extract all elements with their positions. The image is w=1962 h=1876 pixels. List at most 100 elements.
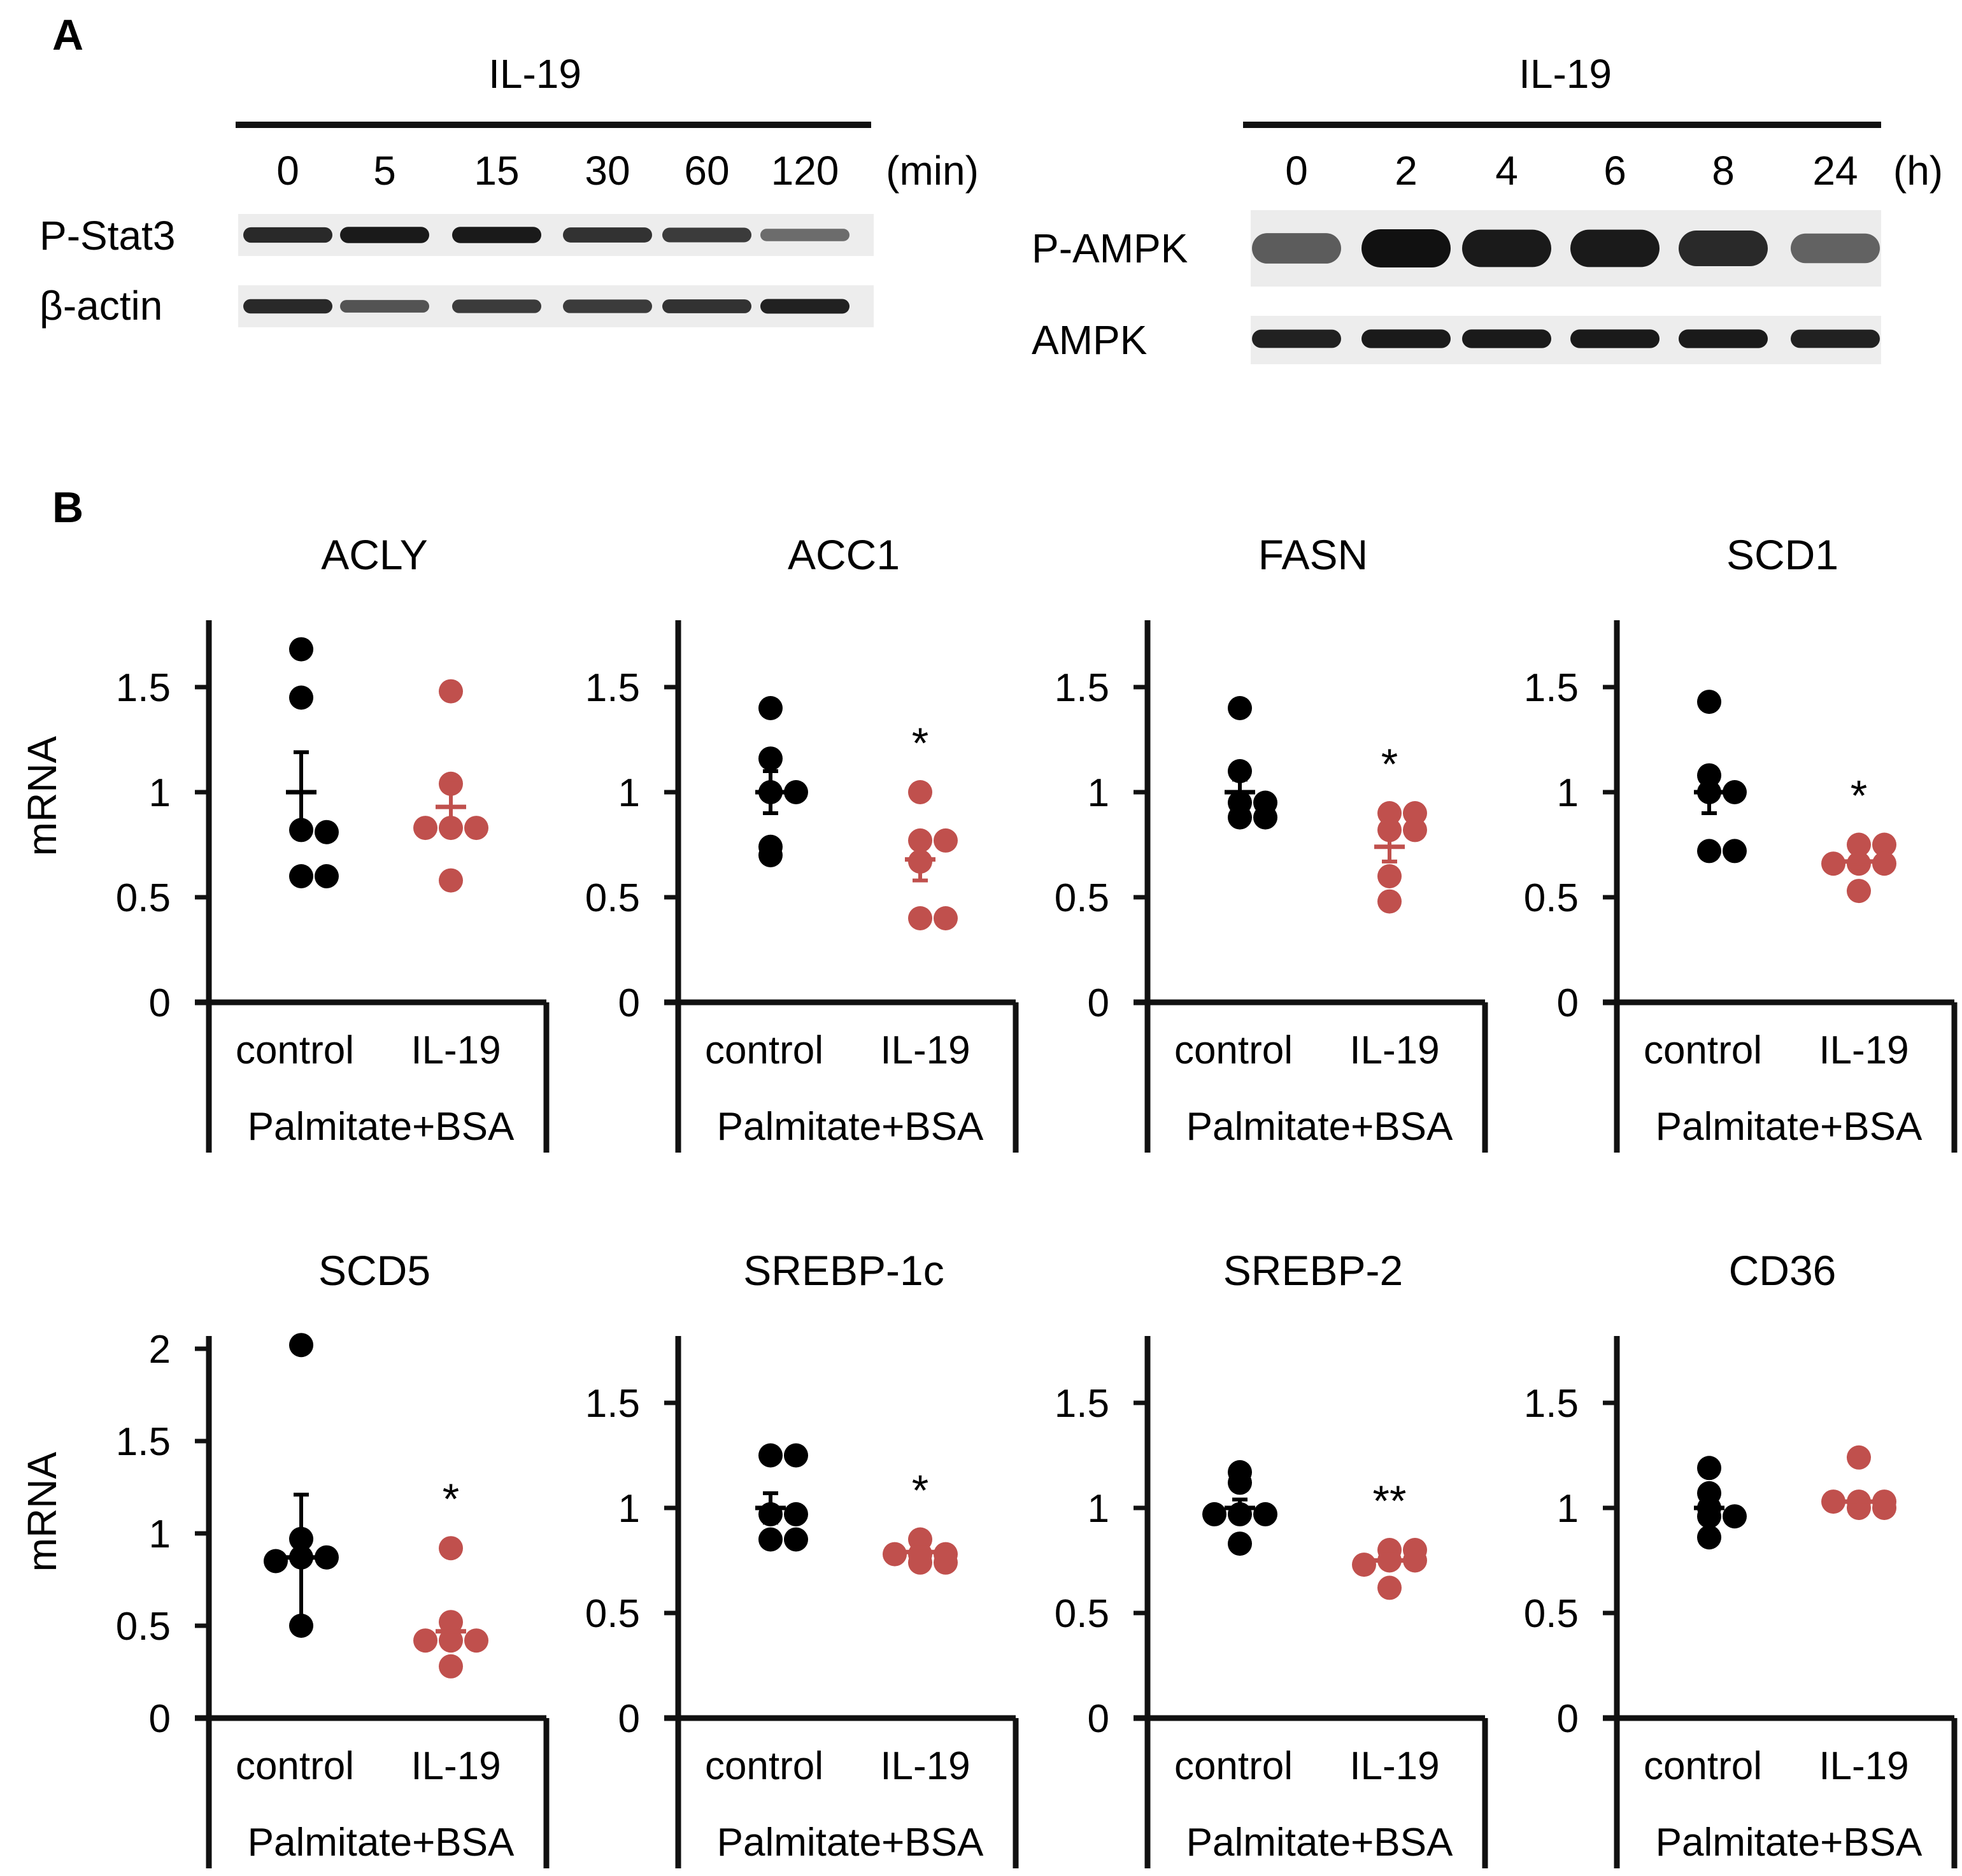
control-data-point [1202, 1502, 1226, 1526]
blot-band [1462, 329, 1551, 348]
y-tick-label: 0.5 [585, 1592, 640, 1636]
il19-data-point [1847, 879, 1871, 904]
chart-title: SREBP-2 [1223, 1247, 1403, 1294]
il19-data-point [1377, 864, 1402, 888]
right-blot-treatment-label: IL-19 [1519, 51, 1612, 97]
blot-band [760, 299, 849, 314]
chart-title: ACLY [321, 531, 428, 578]
timepoint-label: 120 [771, 148, 839, 194]
chart-panel: SCD5 0 0.5 1 1.5 2 control IL-19 Palmitate+BSA * [116, 1247, 550, 1868]
y-tick-label: 0.5 [585, 876, 640, 920]
il19-data-point [1352, 1553, 1376, 1577]
control-data-point [1697, 690, 1721, 714]
y-tick-label: 0.5 [1524, 1592, 1579, 1636]
condition-label: Palmitate+BSA [717, 1105, 984, 1149]
y-tick-label: 0.5 [1055, 1592, 1109, 1636]
control-data-point [758, 696, 783, 720]
blot-band [1361, 329, 1451, 348]
blot-band [760, 229, 849, 241]
timepoint-label: 8 [1712, 148, 1735, 194]
control-data-point [315, 1545, 339, 1570]
significance-marker: * [1381, 740, 1398, 788]
il19-data-point [1821, 851, 1845, 876]
control-data-point [289, 864, 313, 888]
group-label-il19: IL-19 [411, 1744, 501, 1788]
condition-label: Palmitate+BSA [248, 1821, 515, 1865]
il19-data-point [1872, 851, 1896, 876]
group-label-control: control [236, 1744, 354, 1788]
timepoint-label: 24 [1812, 148, 1858, 194]
blot-band [452, 299, 541, 313]
chart-panel: CD36 0 0.5 1 1.5 control IL-19 Palmitate+BSA [1524, 1247, 1958, 1868]
il19-data-point [908, 780, 932, 804]
y-tick-label: 0 [1088, 981, 1109, 1025]
control-data-point [289, 637, 313, 662]
condition-label: Palmitate+BSA [717, 1821, 984, 1865]
group-label-il19: IL-19 [1819, 1744, 1909, 1788]
control-data-point [289, 685, 313, 710]
il19-data-point [1872, 832, 1896, 857]
condition-label: Palmitate+BSA [1656, 1821, 1923, 1865]
y-tick-label: 1.5 [1055, 1382, 1109, 1426]
y-tick-label: 0.5 [116, 876, 171, 920]
y-tick-label: 0 [1557, 981, 1579, 1025]
y-tick-label: 0.5 [1055, 876, 1109, 920]
y-tick-label: 0.5 [1524, 876, 1579, 920]
control-data-point [264, 1549, 288, 1574]
chart-panel: SREBP-1c 0 0.5 1 1.5 control IL-19 Palmitate+BS… [585, 1247, 1019, 1868]
control-data-point [1697, 839, 1721, 863]
il19-data-point [1377, 818, 1402, 842]
y-tick-label: 0 [149, 1697, 171, 1741]
group-label-control: control [1644, 1744, 1762, 1788]
significance-marker: * [912, 719, 928, 767]
control-data-point [758, 834, 783, 859]
condition-label: Palmitate+BSA [1186, 1105, 1453, 1149]
control-data-point [784, 1502, 808, 1526]
blot-band [1570, 229, 1660, 267]
blot-band [1252, 329, 1341, 348]
y-tick-label: 1.5 [1524, 666, 1579, 710]
control-data-point [1253, 1502, 1277, 1526]
group-label-control: control [236, 1028, 354, 1072]
y-tick-label: 1 [1088, 771, 1109, 815]
y-tick-label: 0 [1557, 1697, 1579, 1741]
il19-data-point [439, 1536, 463, 1561]
group-label-control: control [1174, 1744, 1293, 1788]
blot-band [1570, 329, 1660, 348]
il19-data-point [934, 1550, 958, 1575]
group-label-il19: IL-19 [411, 1028, 501, 1072]
chart-title: FASN [1258, 531, 1368, 578]
il19-data-point [439, 868, 463, 893]
timepoint-label: 5 [373, 148, 396, 194]
blot-strip-ampk [1251, 316, 1881, 364]
y-tick-label: 1.5 [585, 666, 640, 710]
timepoint-label: 2 [1395, 148, 1418, 194]
y-tick-label: 1 [149, 1512, 171, 1556]
blot-band [1791, 233, 1880, 264]
control-data-point [1228, 696, 1252, 720]
right-blot-row-label-pampk: P-AMPK [1032, 225, 1188, 271]
control-data-point [315, 864, 339, 888]
il19-data-point [1403, 818, 1427, 842]
control-data-point [1697, 1456, 1721, 1481]
il19-data-point [1403, 801, 1427, 825]
timepoint-label: 0 [276, 148, 299, 194]
chart-panel: SCD1 0 0.5 1 1.5 control IL-19 Palmitate+BSA * [1524, 531, 1958, 1153]
condition-label: Palmitate+BSA [1656, 1105, 1923, 1149]
il19-data-point [464, 816, 488, 841]
group-label-il19: IL-19 [1349, 1028, 1439, 1072]
y-tick-label: 1.5 [1524, 1382, 1579, 1426]
il19-data-point [413, 816, 437, 841]
blot-band [563, 299, 652, 313]
il19-data-point [908, 906, 932, 930]
blot-band [1679, 231, 1768, 266]
significance-marker: * [443, 1475, 459, 1523]
il19-data-point [1377, 1575, 1402, 1600]
y-tick-label: 1 [149, 771, 171, 815]
control-data-point [1228, 1531, 1252, 1556]
panel-a-label: A [52, 11, 83, 59]
il19-data-point [883, 1542, 907, 1567]
y-tick-label: 1.5 [116, 666, 171, 710]
y-tick-label: 2 [149, 1328, 171, 1372]
